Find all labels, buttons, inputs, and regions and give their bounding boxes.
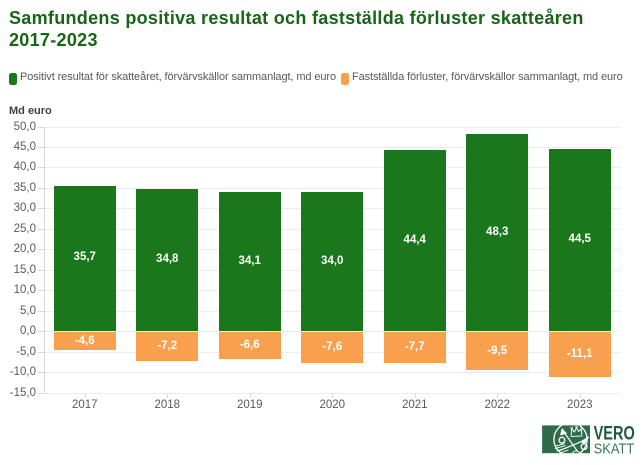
svg-text:SKATT: SKATT bbox=[594, 441, 635, 457]
svg-text:VERO: VERO bbox=[594, 421, 635, 444]
